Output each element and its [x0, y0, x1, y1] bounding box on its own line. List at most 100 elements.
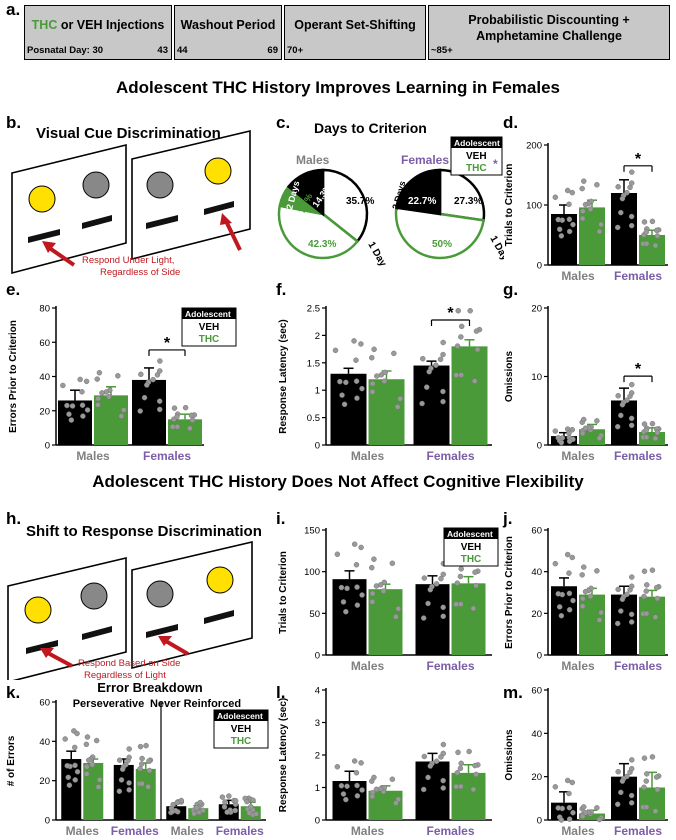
data-point — [394, 404, 401, 410]
schematic-b-title: Visual Cue Discrimination — [36, 125, 221, 142]
sig-star: * — [164, 335, 171, 352]
pie-f-veh-one: 27.3% — [454, 196, 482, 207]
data-point — [95, 402, 101, 408]
data-point — [344, 783, 350, 789]
data-point — [454, 769, 461, 776]
data-point — [146, 767, 153, 774]
legend-header — [444, 528, 498, 539]
data-point — [458, 372, 465, 378]
data-point — [94, 376, 100, 382]
data-point — [614, 423, 621, 430]
response-discrimination-schematic: Shift to Response Discrimination Respond… — [7, 523, 262, 680]
chart-errors-prior-1: Errors Prior to Criterion 0 20 40 60 80 Males F… — [8, 304, 237, 463]
bar-veh-males — [551, 586, 577, 655]
data-point — [629, 757, 635, 763]
data-point — [95, 784, 102, 790]
data-point — [126, 746, 132, 752]
y-tick-label: 0.5 — [307, 413, 320, 424]
data-point — [579, 185, 585, 192]
data-point — [420, 355, 426, 362]
h-dark-cue-right — [146, 580, 174, 608]
data-point — [652, 614, 659, 620]
data-point — [570, 809, 576, 816]
data-point — [570, 221, 576, 228]
data-point — [66, 782, 73, 788]
data-point — [423, 384, 430, 390]
data-point — [455, 307, 462, 314]
data-point — [594, 182, 600, 188]
chart-omissions-1: Omissions 0 10 20 Males Females * — [504, 304, 668, 463]
panel-letter-m: m. — [503, 683, 523, 702]
data-point — [395, 605, 402, 612]
data-point — [596, 617, 603, 623]
data-point — [458, 566, 464, 572]
data-point — [654, 429, 661, 436]
data-point — [371, 774, 377, 781]
data-point — [433, 758, 440, 764]
bar-thc-males — [368, 379, 405, 445]
pie-m-veh-one: 35.7% — [346, 196, 374, 207]
data-point — [564, 777, 571, 784]
x-category-label: Females — [426, 824, 474, 838]
data-point — [389, 776, 396, 783]
data-point — [391, 350, 397, 357]
data-point — [144, 382, 150, 388]
data-point — [119, 766, 126, 772]
data-point — [555, 591, 561, 597]
data-point — [628, 792, 635, 799]
y-axis-label: Errors Prior to Criterion — [8, 320, 19, 433]
data-point — [96, 369, 103, 376]
y-tick-label: 1 — [315, 783, 320, 794]
data-point — [191, 810, 197, 817]
data-point — [359, 592, 365, 598]
data-point — [226, 793, 232, 799]
y-tick-label: 2 — [315, 751, 320, 762]
y-tick-label: 100 — [304, 567, 320, 578]
data-point — [419, 400, 425, 407]
bar-veh-males — [332, 579, 367, 655]
data-point — [652, 808, 659, 814]
x-category-label: Females — [143, 449, 191, 463]
legend-thc: THC — [199, 334, 220, 345]
data-point — [552, 428, 559, 434]
data-point — [84, 407, 91, 413]
data-point — [433, 581, 440, 587]
arrow-right-line — [224, 220, 242, 251]
error-breakdown-title: Error Breakdown — [97, 680, 203, 695]
bar-veh-females — [415, 584, 450, 655]
y-tick-label: 0 — [315, 651, 320, 662]
data-point — [598, 609, 604, 616]
data-point — [628, 619, 635, 625]
panel-letter-d: d. — [503, 113, 519, 132]
visual-cue-schematic: Visual Cue Discrimination Respond Under … — [11, 125, 251, 278]
bar-veh-females — [413, 365, 450, 445]
data-point — [582, 201, 589, 208]
data-point — [116, 788, 123, 795]
data-point — [579, 603, 586, 609]
data-point — [473, 328, 480, 334]
data-point — [649, 420, 656, 427]
data-point — [338, 783, 345, 789]
data-point — [353, 378, 360, 384]
data-point — [354, 395, 360, 401]
y-tick-label: 1 — [315, 386, 320, 397]
x-category-label: Females — [614, 269, 662, 283]
postnatal-day-85: ~85+ — [431, 45, 453, 56]
data-point — [381, 378, 388, 384]
data-point — [232, 797, 239, 804]
data-point — [472, 569, 478, 576]
h-dark-cue-left — [80, 582, 108, 610]
data-point — [472, 762, 478, 769]
data-point — [224, 809, 230, 815]
data-point — [332, 347, 339, 354]
timeline-injections-box: THC or VEH Injections Posnatal Day: 30 4… — [24, 5, 172, 60]
data-point — [641, 421, 648, 427]
data-point — [69, 403, 76, 409]
data-point — [628, 390, 635, 396]
y-axis-label: Omissions — [504, 351, 515, 403]
data-point — [145, 784, 151, 790]
data-point — [654, 595, 661, 602]
data-point — [455, 749, 461, 756]
data-point — [440, 571, 447, 578]
y-tick-label: 40 — [531, 729, 542, 740]
